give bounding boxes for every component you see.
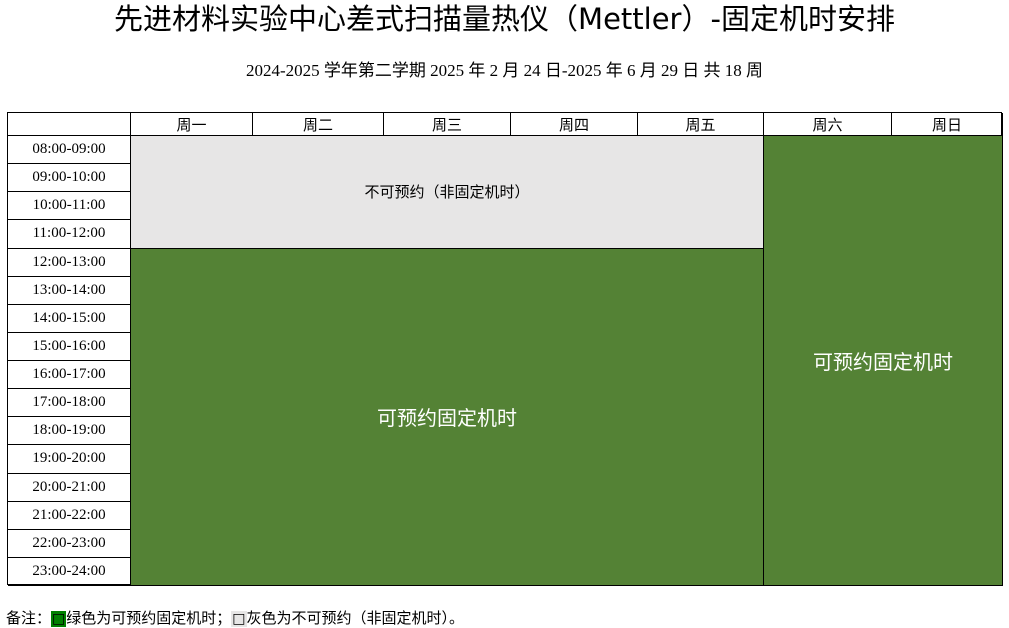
time-slot-label: 19:00-20:00	[32, 450, 106, 467]
time-slot: 11:00-12:00	[8, 220, 131, 249]
time-slot-label: 11:00-12:00	[32, 225, 106, 242]
time-slot: 08:00-09:00	[8, 136, 131, 165]
legend-note: 备注：□绿色为可预约固定机时；□灰色为不可预约（非固定机时）。	[6, 607, 464, 628]
day-header-label: 周五	[685, 115, 716, 134]
day-header: 周三	[384, 113, 511, 136]
day-header-label: 周四	[558, 115, 589, 134]
time-slot-label: 20:00-21:00	[32, 478, 106, 495]
day-header: 周五	[638, 113, 764, 136]
time-slot: 10:00-11:00	[8, 192, 131, 221]
available-weekend-block: 可预约固定机时	[764, 136, 1003, 586]
time-slot: 22:00-23:00	[8, 529, 131, 558]
time-slot: 09:00-10:00	[8, 164, 131, 193]
time-slot: 20:00-21:00	[8, 473, 131, 502]
unavailable-block-label: 不可预约（非固定机时）	[364, 183, 530, 202]
time-slot: 16:00-17:00	[8, 361, 131, 390]
day-header: 周六	[764, 113, 892, 136]
day-header-label: 周一	[176, 115, 207, 134]
gray-swatch: □	[231, 611, 247, 627]
time-slot-label: 15:00-16:00	[32, 337, 106, 354]
time-slot-label: 23:00-24:00	[32, 562, 106, 579]
time-slot: 12:00-13:00	[8, 248, 131, 277]
header-corner	[8, 113, 131, 136]
time-slot-label: 21:00-22:00	[32, 506, 106, 523]
time-slot: 14:00-15:00	[8, 304, 131, 333]
time-slot: 13:00-14:00	[8, 276, 131, 305]
day-header-label: 周三	[431, 115, 462, 134]
day-header: 周日	[892, 113, 1003, 136]
green-legend-text: 绿色为可预约固定机时；	[66, 609, 232, 627]
time-slot-label: 17:00-18:00	[32, 394, 106, 411]
available-weekday-block: 可预约固定机时	[131, 248, 764, 586]
day-header-label: 周二	[302, 115, 333, 134]
day-header-label: 周六	[812, 115, 843, 134]
time-slot: 21:00-22:00	[8, 501, 131, 530]
time-slot: 19:00-20:00	[8, 445, 131, 474]
time-slot-label: 12:00-13:00	[32, 253, 106, 270]
page-title: 先进材料实验中心差式扫描量热仪（Mettler）-固定机时安排	[114, 2, 895, 36]
green-swatch: □	[51, 611, 67, 627]
time-slot-label: 14:00-15:00	[32, 309, 106, 326]
time-slot-label: 13:00-14:00	[32, 281, 106, 298]
time-slot-label: 22:00-23:00	[32, 534, 106, 551]
unavailable-block: 不可预约（非固定机时）	[131, 136, 764, 249]
time-slot: 15:00-16:00	[8, 332, 131, 361]
time-slot: 18:00-19:00	[8, 417, 131, 446]
semester-subtitle: 2024-2025 学年第二学期 2025 年 2 月 24 日-2025 年 …	[245, 61, 764, 80]
time-slot: 17:00-18:00	[8, 389, 131, 418]
schedule-table: 周一 周二 周三 周四 周五 周六 周日 08:00-09:00 09:00-10:00 10:0…	[7, 112, 1003, 586]
time-slot-label: 08:00-09:00	[32, 141, 106, 158]
time-slot-label: 09:00-10:00	[32, 169, 106, 186]
day-header: 周四	[511, 113, 638, 136]
available-weekday-block-label: 可预约固定机时	[377, 406, 517, 431]
available-weekend-block-label: 可预约固定机时	[813, 350, 953, 374]
time-slot-label: 16:00-17:00	[32, 366, 106, 383]
time-slot-label: 10:00-11:00	[32, 197, 106, 214]
note-prefix: 备注：	[6, 609, 52, 627]
gray-legend-text: 灰色为不可预约（非固定机时）。	[246, 609, 465, 627]
time-slot: 23:00-24:00	[8, 557, 131, 586]
day-header-label: 周日	[931, 115, 962, 134]
day-header: 周二	[253, 113, 384, 136]
time-slot-label: 18:00-19:00	[32, 422, 106, 439]
day-header: 周一	[131, 113, 253, 136]
